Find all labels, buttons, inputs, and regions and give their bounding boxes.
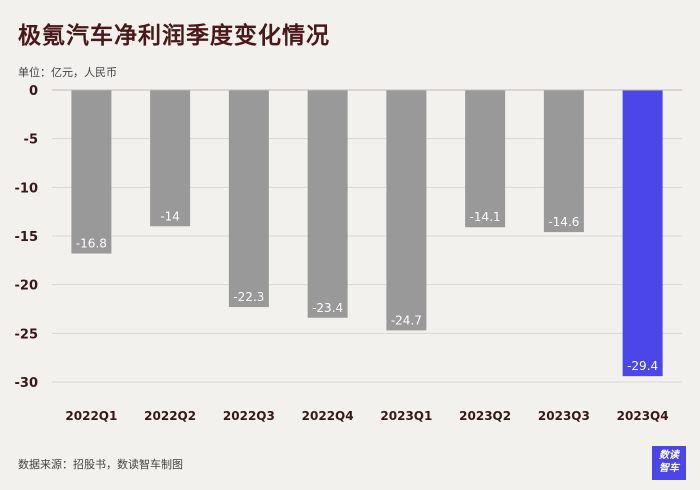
y-tick-label: -25 xyxy=(15,327,39,342)
data-label: -24.7 xyxy=(391,313,422,327)
bar xyxy=(543,90,584,233)
data-label: -14 xyxy=(160,209,180,223)
bar xyxy=(228,90,269,308)
data-label: -22.3 xyxy=(233,290,264,304)
source-note: 数据来源：招股书，数读智车制图 xyxy=(18,458,183,471)
data-label: -29.4 xyxy=(627,359,658,373)
x-tick-label: 2023Q3 xyxy=(538,409,590,423)
bar xyxy=(150,90,191,227)
data-label: -23.4 xyxy=(312,301,343,315)
y-tick-label: -30 xyxy=(15,376,39,391)
y-tick-label: -15 xyxy=(15,230,39,245)
logo-line-2: 智车 xyxy=(659,463,679,474)
data-label: -16.8 xyxy=(76,237,107,251)
data-label: -14.6 xyxy=(548,215,579,229)
x-tick-label: 2023Q2 xyxy=(459,409,511,423)
logo-line-1: 数读 xyxy=(659,450,679,461)
x-tick-label: 2022Q3 xyxy=(223,409,275,423)
bar xyxy=(386,90,427,331)
x-tick-label: 2022Q4 xyxy=(302,409,354,423)
chart-title: 极氪汽车净利润季度变化情况 xyxy=(18,23,330,49)
y-tick-label: -20 xyxy=(15,279,39,294)
unit-note: 单位：亿元，人民币 xyxy=(18,66,117,79)
x-tick-label: 2022Q2 xyxy=(144,409,196,423)
data-label: -14.1 xyxy=(470,210,501,224)
y-tick-label: 0 xyxy=(29,84,38,99)
x-tick-label: 2023Q1 xyxy=(380,409,432,423)
bar-chart: 0 -5 -10 -15 -20 -25 -30 -16.8 2022Q1 -14 2022Q2 -2… xyxy=(15,84,682,423)
brand-logo: 数读 智车 xyxy=(652,446,686,480)
bar xyxy=(71,90,112,254)
x-tick-label: 2022Q1 xyxy=(65,409,117,423)
y-tick-label: -5 xyxy=(24,133,38,148)
x-tick-label: 2023Q4 xyxy=(617,409,669,423)
bar xyxy=(307,90,348,318)
bar xyxy=(465,90,506,228)
y-tick-label: -10 xyxy=(15,181,39,196)
bar xyxy=(622,90,663,377)
